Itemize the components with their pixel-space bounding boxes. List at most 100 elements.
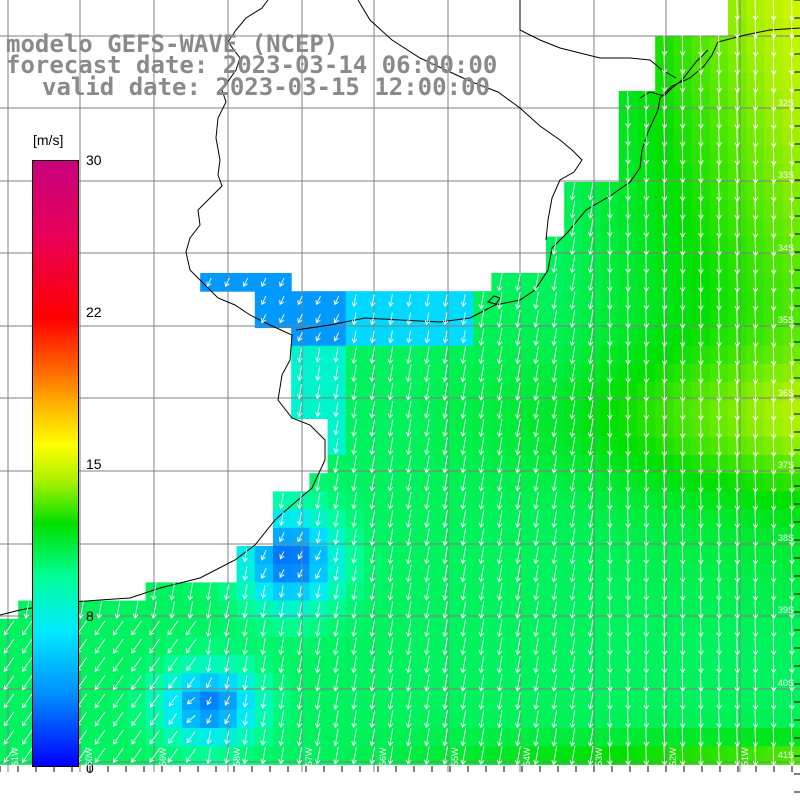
wind-arrow bbox=[114, 601, 121, 619]
wind-arrow bbox=[424, 455, 430, 474]
wind-arrow bbox=[789, 727, 795, 748]
wind-arrow bbox=[149, 675, 160, 690]
wind-arrow bbox=[643, 454, 650, 475]
wind-arrow bbox=[587, 710, 594, 729]
wind-arrow bbox=[679, 53, 686, 75]
wind-arrow bbox=[770, 673, 777, 692]
wind-arrow bbox=[716, 655, 722, 674]
wind-arrow bbox=[716, 71, 722, 93]
wind-arrow bbox=[698, 727, 704, 748]
wind-arrow bbox=[625, 745, 631, 766]
wind-arrow bbox=[369, 437, 376, 456]
wind-arrow bbox=[388, 330, 394, 344]
wind-arrow bbox=[752, 89, 759, 112]
wind-arrow bbox=[752, 745, 759, 767]
wind-arrow bbox=[278, 637, 285, 656]
wind-arrow bbox=[734, 600, 741, 620]
wind-arrow bbox=[569, 583, 576, 601]
wind-arrow bbox=[296, 365, 303, 382]
wind-arrow bbox=[478, 655, 485, 674]
coastline bbox=[0, 0, 800, 616]
wind-arrow bbox=[131, 729, 142, 745]
wind-arrow bbox=[679, 272, 686, 293]
wind-arrow bbox=[186, 697, 196, 705]
wind-arrow bbox=[369, 294, 376, 308]
wind-arrow bbox=[734, 527, 741, 547]
wind-arrow bbox=[223, 747, 230, 765]
wind-arrow bbox=[387, 728, 394, 747]
wind-arrow bbox=[351, 492, 357, 510]
wind-arrow bbox=[296, 637, 303, 656]
wind-arrow bbox=[387, 692, 394, 710]
wind-arrow bbox=[279, 551, 285, 560]
wind-arrow bbox=[607, 254, 613, 274]
wind-arrow bbox=[424, 655, 430, 674]
wind-arrow bbox=[587, 619, 594, 638]
lat-label: 33S bbox=[777, 170, 794, 180]
lon-label: 55W bbox=[450, 747, 460, 766]
wind-arrow bbox=[734, 34, 741, 57]
wind-arrow bbox=[460, 294, 467, 308]
wind-arrow bbox=[587, 218, 594, 238]
wind-arrow bbox=[661, 399, 668, 421]
wind-arrow bbox=[569, 637, 576, 656]
wind-arrow bbox=[279, 295, 285, 306]
wind-arrow bbox=[551, 583, 558, 601]
wind-arrow bbox=[515, 418, 521, 438]
wind-arrow bbox=[698, 527, 704, 547]
wind-arrow bbox=[424, 510, 430, 528]
wind-arrow bbox=[752, 637, 759, 656]
wind-arrow bbox=[698, 710, 704, 729]
wind-arrow bbox=[698, 236, 704, 257]
wind-arrow bbox=[260, 568, 267, 580]
wind-arrow bbox=[333, 601, 339, 619]
wind-arrow bbox=[716, 399, 722, 421]
wind-arrow bbox=[369, 655, 376, 674]
wind-arrow bbox=[3, 693, 15, 709]
wind-arrow bbox=[533, 655, 539, 674]
wind-arrow bbox=[533, 473, 539, 492]
wind-arrow bbox=[716, 217, 722, 239]
wind-arrow bbox=[167, 620, 179, 636]
wind-arrow bbox=[679, 619, 686, 638]
wind-arrow bbox=[296, 728, 303, 747]
wind-arrow bbox=[351, 710, 357, 729]
wind-arrow bbox=[460, 346, 467, 365]
wind-arrow bbox=[679, 491, 686, 511]
wind-arrow bbox=[424, 473, 430, 492]
lon-label: 59W bbox=[158, 747, 168, 766]
wind-arrow bbox=[478, 510, 485, 529]
wind-arrow bbox=[716, 199, 722, 220]
wind-arrow bbox=[405, 546, 412, 565]
wind-arrow bbox=[643, 90, 650, 111]
wind-arrow bbox=[716, 35, 722, 57]
wind-arrow bbox=[752, 107, 759, 130]
wind-arrow bbox=[242, 747, 248, 765]
wind-arrow bbox=[551, 400, 558, 420]
wind-arrow bbox=[716, 272, 722, 293]
wind-arrow bbox=[496, 746, 503, 766]
wind-arrow bbox=[587, 745, 594, 766]
wind-arrow bbox=[625, 200, 631, 220]
wind-arrow bbox=[424, 312, 431, 326]
wind-arrow bbox=[478, 418, 485, 438]
wind-arrow bbox=[369, 619, 376, 638]
wind-arrow bbox=[734, 126, 741, 148]
wind-arrow bbox=[752, 655, 759, 674]
wind-arrow bbox=[734, 254, 741, 275]
wind-arrow bbox=[460, 330, 467, 344]
wind-arrow bbox=[587, 637, 594, 656]
wind-arrow bbox=[569, 473, 576, 492]
wind-arrow bbox=[496, 655, 503, 674]
wind-arrow bbox=[661, 528, 668, 547]
wind-arrow bbox=[752, 417, 759, 440]
wind-arrow bbox=[279, 569, 285, 579]
wind-arrow bbox=[296, 692, 303, 710]
lon-label: 58W bbox=[232, 747, 242, 766]
wind-arrow bbox=[587, 236, 594, 256]
wind-arrow bbox=[569, 291, 576, 310]
wind-arrow bbox=[478, 746, 485, 766]
wind-arrow bbox=[442, 746, 448, 765]
wind-arrow bbox=[442, 346, 448, 365]
wind-arrow bbox=[496, 382, 503, 401]
